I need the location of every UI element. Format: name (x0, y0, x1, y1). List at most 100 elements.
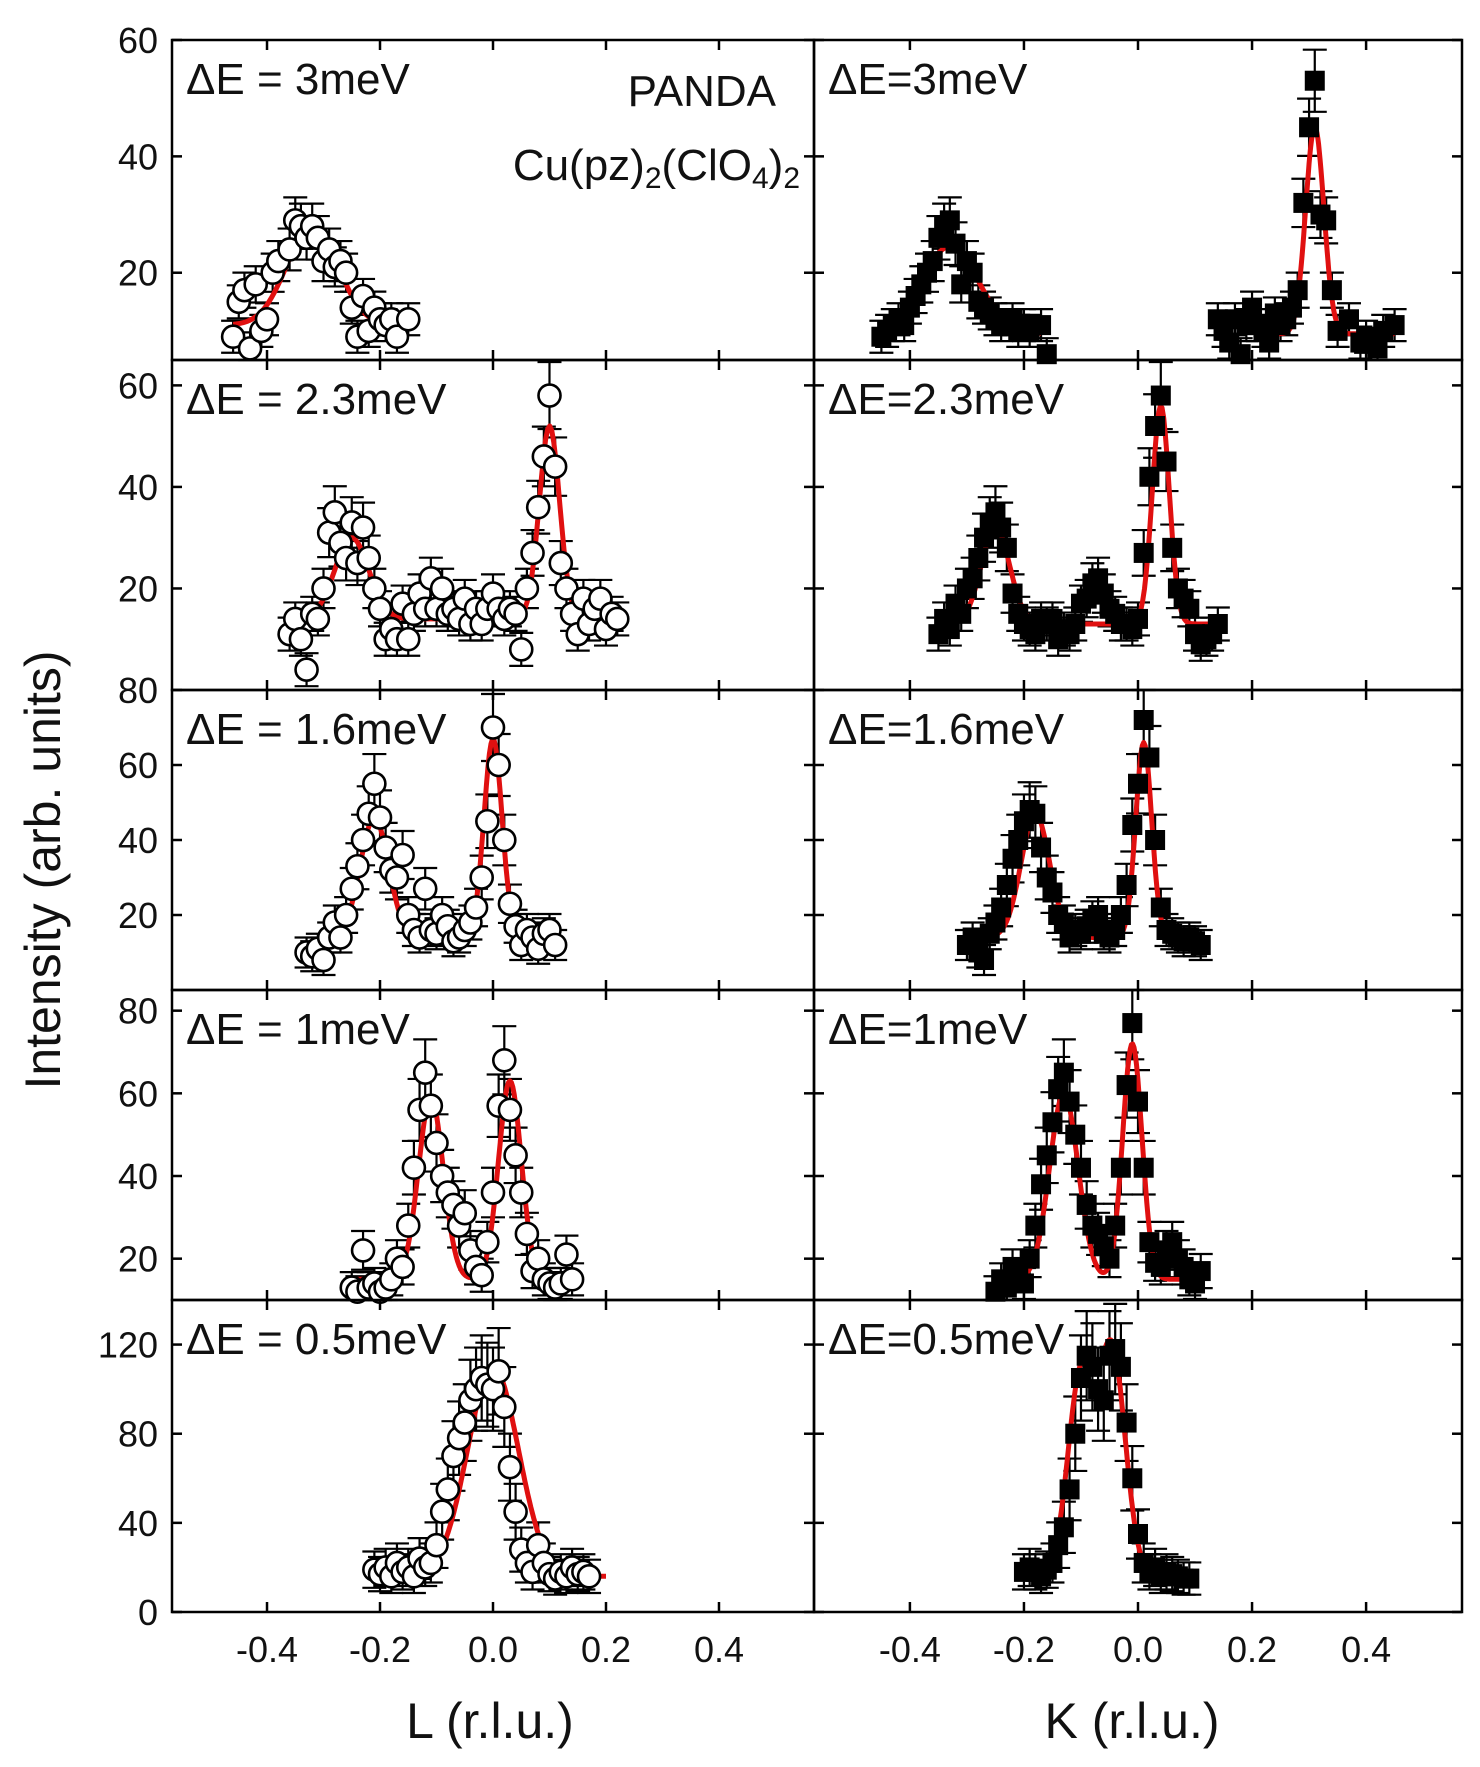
data-point-open-circle (367, 805, 393, 830)
data-point-filled-square (1145, 416, 1166, 436)
data-point-filled-square (1139, 747, 1160, 768)
panel-energy-label: ΔE=0.5meV (828, 1315, 1065, 1364)
y-tick-label: 60 (118, 365, 158, 406)
data-point-open-circle (452, 1410, 478, 1435)
panel-left-3meV: 20 40 60 ΔE = 3meV (118, 20, 816, 362)
data-point-filled-square (1133, 542, 1154, 563)
data-point-open-circle (418, 1093, 444, 1119)
data-point-open-circle (356, 545, 382, 571)
data-point-filled-square (1122, 815, 1143, 835)
data-point-filled-square (939, 210, 960, 231)
y-tick-label: 40 (118, 820, 158, 861)
data-point-filled-square (996, 875, 1017, 895)
data-point-open-circle (525, 494, 551, 520)
y-axis-title: Intensity (arb. units) (15, 650, 71, 1089)
data-point-open-circle (362, 771, 387, 797)
data-point-filled-square (1242, 297, 1263, 318)
fit-curve (994, 1041, 1202, 1282)
data-point-filled-square (1190, 935, 1211, 955)
x-axis-title-right: K (r.l.u.) (1044, 1693, 1219, 1749)
data-point-filled-square (1008, 830, 1029, 850)
y-tick-label: 0 (138, 1592, 158, 1633)
y-tick-label: 20 (118, 568, 158, 609)
data-point-open-circle (508, 637, 534, 662)
data-point-open-circle (503, 1499, 528, 1525)
data-point-filled-square (1105, 1215, 1126, 1236)
data-point-open-circle (424, 1532, 449, 1558)
data-point-filled-square (1065, 1423, 1086, 1444)
panel-energy-label: ΔE = 1meV (186, 1005, 410, 1054)
data-point-open-circle (311, 947, 336, 973)
data-point-filled-square (1042, 882, 1063, 903)
data-point-filled-square (1042, 1552, 1063, 1573)
data-point-filled-square (974, 950, 995, 970)
panel-energy-label: ΔE = 3meV (186, 55, 410, 104)
annotation-instrument: PANDA (628, 67, 777, 116)
panel-energy-label: ΔE=1.6meV (828, 705, 1065, 754)
data-point-open-circle (333, 902, 359, 928)
data-point-open-circle (384, 865, 410, 890)
data-point-filled-square (951, 603, 972, 624)
data-point-filled-square (1133, 710, 1154, 730)
x-tick-label: -0.4 (236, 1629, 298, 1670)
y-tick-label: 40 (118, 136, 158, 177)
data-point-filled-square (1053, 1517, 1074, 1538)
data-point-open-circle (520, 540, 545, 566)
data-point-filled-square (1367, 338, 1388, 359)
data-point-open-circle (220, 324, 246, 350)
data-point-open-circle (497, 891, 523, 917)
y-tick-label: 60 (118, 1073, 158, 1114)
data-point-open-circle (503, 601, 528, 627)
y-tick-label: 80 (118, 1414, 158, 1455)
data-point-filled-square (1013, 1273, 1034, 1294)
data-point-filled-square (1076, 588, 1097, 609)
compound-sub: 2 (645, 162, 662, 195)
data-point-open-circle (537, 383, 562, 408)
data-point-open-circle (294, 657, 319, 682)
data-point-filled-square (1304, 70, 1325, 91)
data-point-filled-square (1088, 905, 1109, 925)
compound-part: (ClO (662, 141, 752, 190)
data-point-filled-square (1002, 583, 1023, 604)
data-point-open-circle (503, 1143, 528, 1168)
panel-right-1meV: ΔE=1meV (812, 988, 1464, 1302)
data-point-open-circle (429, 576, 455, 601)
data-point-filled-square (1122, 1013, 1143, 1034)
data-point-open-circle (367, 596, 393, 622)
data-point-filled-square (968, 548, 989, 568)
data-point-filled-square (1053, 1062, 1074, 1083)
y-tick-label: 40 (118, 1503, 158, 1544)
data-point-filled-square (1128, 1091, 1148, 1112)
data-point-filled-square (1042, 1112, 1063, 1133)
data-point-filled-square (962, 262, 983, 283)
data-point-open-circle (277, 237, 302, 262)
data-point-filled-square (1076, 1194, 1097, 1215)
panel-energy-label: ΔE=2.3meV (828, 375, 1065, 424)
data-point-filled-square (1059, 1091, 1080, 1112)
data-point-filled-square (1139, 1232, 1160, 1253)
x-tick-label: -0.4 (879, 1629, 941, 1670)
data-point-filled-square (1031, 837, 1052, 858)
data-point-filled-square (1150, 385, 1171, 406)
data-point-open-circle (559, 1267, 585, 1292)
data-point-open-circle (469, 1262, 495, 1288)
compound-part: Cu(pz) (513, 141, 645, 190)
data-point-filled-square (1162, 537, 1183, 558)
data-point-filled-square (1384, 315, 1405, 336)
data-point-open-circle (350, 1238, 376, 1263)
y-tick-label: 60 (118, 745, 158, 786)
data-point-filled-square (985, 502, 1006, 523)
data-point-filled-square (1150, 897, 1171, 918)
data-point-open-circle (395, 626, 421, 652)
data-point-open-circle (475, 808, 500, 834)
data-point-filled-square (1059, 1479, 1080, 1500)
data-point-filled-square (1133, 1157, 1154, 1178)
data-point-filled-square (1128, 773, 1148, 794)
data-point-open-circle (604, 606, 630, 632)
y-tick-label: 60 (118, 20, 158, 61)
data-point-filled-square (1316, 210, 1337, 231)
data-point-filled-square (974, 527, 995, 548)
data-point-open-circle (254, 306, 280, 332)
